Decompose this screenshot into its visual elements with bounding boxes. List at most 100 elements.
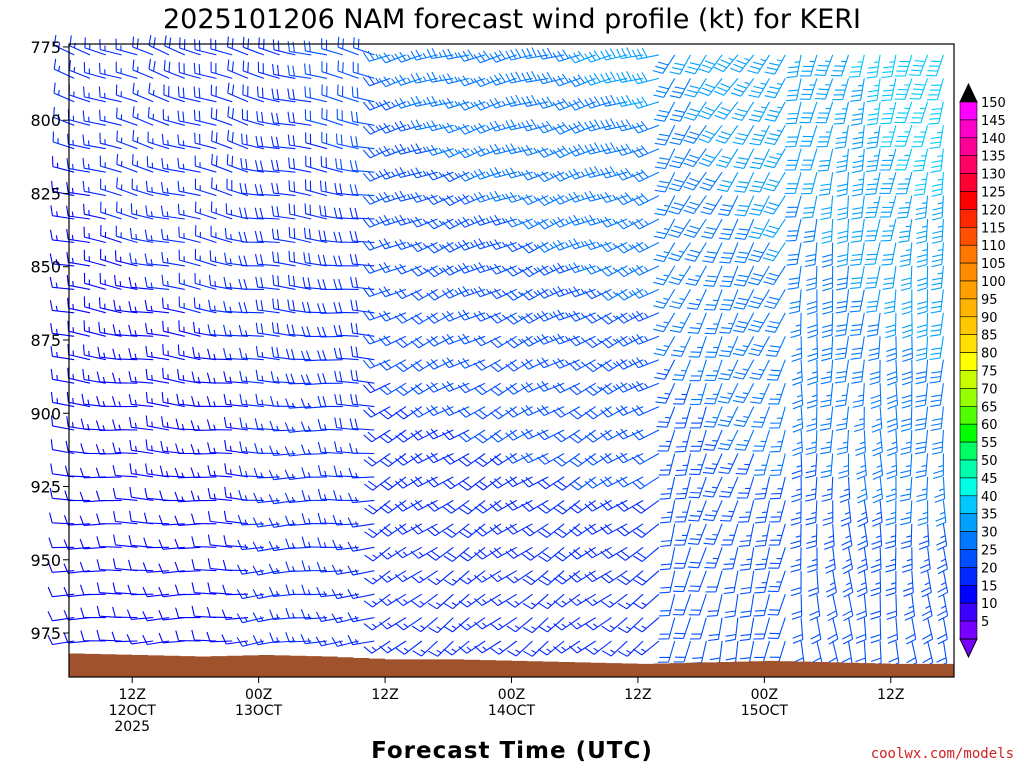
wind-barb <box>394 312 423 324</box>
wind-barb <box>303 252 328 267</box>
wind-barb <box>521 546 549 561</box>
wind-barb <box>523 640 549 657</box>
wind-barb <box>804 242 818 268</box>
wind-barb <box>236 637 264 647</box>
wind-barb <box>764 78 786 99</box>
wind-barb <box>600 118 628 131</box>
wind-barb <box>886 383 899 410</box>
wind-barb <box>443 593 470 610</box>
wind-barb <box>395 453 423 466</box>
wind-barb <box>568 640 596 654</box>
wind-barb <box>763 218 786 238</box>
wind-barb <box>505 523 533 535</box>
wind-barb <box>362 75 391 87</box>
wind-barb <box>458 453 486 467</box>
wind-barb <box>654 148 676 170</box>
wind-barb <box>206 606 233 619</box>
wind-barb <box>670 336 692 357</box>
wind-barb <box>536 195 565 206</box>
wind-barb <box>489 73 517 86</box>
wind-barb <box>653 78 676 98</box>
wind-barb <box>689 406 707 429</box>
wind-barb <box>886 594 898 620</box>
wind-barb <box>240 158 264 173</box>
wind-barb <box>63 563 91 574</box>
colorbar-swatch <box>959 459 978 479</box>
wind-barb <box>285 561 312 572</box>
wind-barb <box>441 333 470 345</box>
wind-barb <box>803 218 818 243</box>
wind-barb <box>79 561 106 573</box>
wind-barb <box>521 523 549 537</box>
wind-barb <box>684 78 707 98</box>
wind-barb <box>617 593 644 610</box>
wind-barb <box>805 265 818 292</box>
wind-barb <box>879 125 897 148</box>
wind-barb <box>207 534 233 548</box>
wind-barb <box>241 108 264 126</box>
wind-barb <box>822 500 834 526</box>
wind-barb <box>317 350 343 361</box>
wind-barb <box>700 195 723 215</box>
wind-barb <box>914 406 929 431</box>
wind-barb <box>160 440 185 455</box>
wind-barb <box>224 439 249 455</box>
wind-barb <box>536 429 565 441</box>
wind-barb <box>143 537 170 549</box>
wind-barb <box>394 97 422 109</box>
wind-barb <box>736 476 755 499</box>
x-tick-label: 12Z <box>371 687 398 703</box>
wind-barb <box>836 265 850 291</box>
wind-barb <box>441 265 470 276</box>
wind-barb <box>337 36 359 56</box>
wind-barb <box>599 476 628 488</box>
wind-barb <box>616 523 644 537</box>
colorbar-label: 20 <box>981 561 998 576</box>
wind-barb <box>98 322 122 337</box>
wind-barb <box>806 523 818 550</box>
wind-barb <box>657 429 676 452</box>
wind-barb <box>520 405 549 417</box>
colorbar-label: 10 <box>981 597 998 612</box>
wind-barb <box>207 558 233 572</box>
wind-barb <box>333 324 359 337</box>
wind-barb <box>378 122 407 134</box>
wind-barb <box>655 382 676 404</box>
colorbar-label: 100 <box>981 275 1006 290</box>
wind-barb <box>162 320 185 337</box>
wind-barb <box>631 453 660 465</box>
wind-barb <box>864 195 881 219</box>
wind-barb <box>900 523 913 550</box>
x-tick-label: 12OCT <box>109 703 157 719</box>
wind-barb <box>584 119 612 132</box>
wind-barb <box>112 558 138 572</box>
wind-barb <box>913 172 929 196</box>
wind-barb <box>350 393 375 408</box>
wind-barb <box>428 640 454 657</box>
wind-barb <box>115 225 138 244</box>
wind-barb <box>600 523 628 535</box>
wind-barb <box>82 369 106 384</box>
wind-barb <box>870 594 882 620</box>
wind-barb <box>718 453 739 475</box>
wind-barb <box>615 143 644 156</box>
wind-barb <box>703 265 723 287</box>
wind-barb <box>791 336 803 363</box>
wind-barb <box>271 228 296 244</box>
wind-barb <box>334 441 359 455</box>
wind-barb <box>473 99 502 111</box>
wind-barb <box>191 559 217 572</box>
wind-barb <box>850 336 865 360</box>
wind-barb <box>835 312 850 337</box>
wind-barb <box>791 476 802 503</box>
wind-barb <box>426 405 454 417</box>
colorbar-label: 135 <box>981 150 1006 165</box>
wind-barb <box>879 195 897 218</box>
wind-barb <box>333 490 359 501</box>
wind-barb <box>683 195 707 215</box>
wind-barb <box>96 513 122 525</box>
wind-barb <box>584 96 612 109</box>
wind-barb <box>896 195 913 219</box>
wind-barb <box>394 335 423 349</box>
wind-barb <box>880 101 897 125</box>
